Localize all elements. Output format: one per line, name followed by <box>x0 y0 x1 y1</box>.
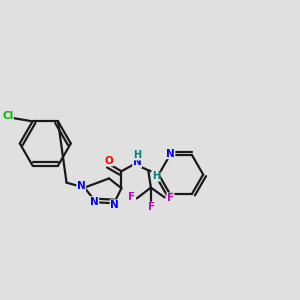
Text: F: F <box>128 192 136 202</box>
Text: Cl: Cl <box>2 112 13 122</box>
Text: F: F <box>167 193 174 203</box>
Text: N: N <box>133 158 142 167</box>
Text: O: O <box>105 156 113 166</box>
Text: H: H <box>152 171 160 181</box>
Text: H: H <box>133 150 141 160</box>
Text: N: N <box>166 148 175 159</box>
Text: N: N <box>90 196 99 207</box>
Text: N: N <box>110 200 119 210</box>
Text: N: N <box>77 181 85 191</box>
Text: F: F <box>148 202 155 212</box>
